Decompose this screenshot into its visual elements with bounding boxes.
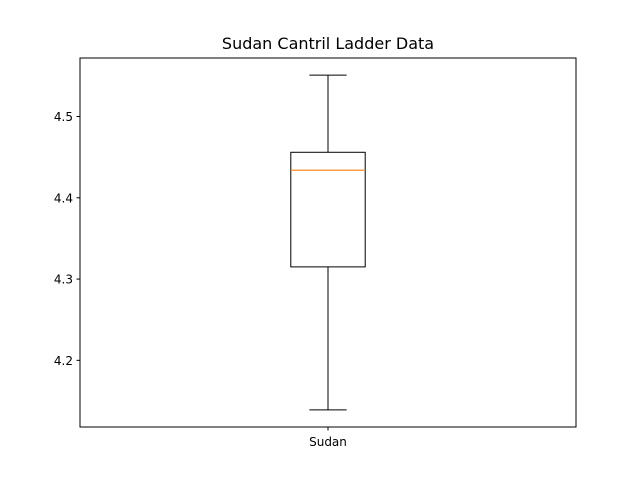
chart-title: Sudan Cantril Ladder Data bbox=[222, 34, 434, 53]
y-tick-label: 4.5 bbox=[54, 110, 73, 124]
box-sudan bbox=[290, 74, 366, 411]
x-axis: Sudan bbox=[309, 427, 347, 449]
y-tick-label: 4.3 bbox=[54, 273, 73, 287]
iqr-box bbox=[290, 151, 366, 268]
x-tick-label: Sudan bbox=[309, 435, 347, 449]
y-tick-label: 4.2 bbox=[54, 354, 73, 368]
box-series bbox=[290, 74, 366, 411]
y-tick-label: 4.4 bbox=[54, 191, 73, 205]
y-axis: 4.2 4.3 4.4 4.5 bbox=[54, 110, 80, 368]
